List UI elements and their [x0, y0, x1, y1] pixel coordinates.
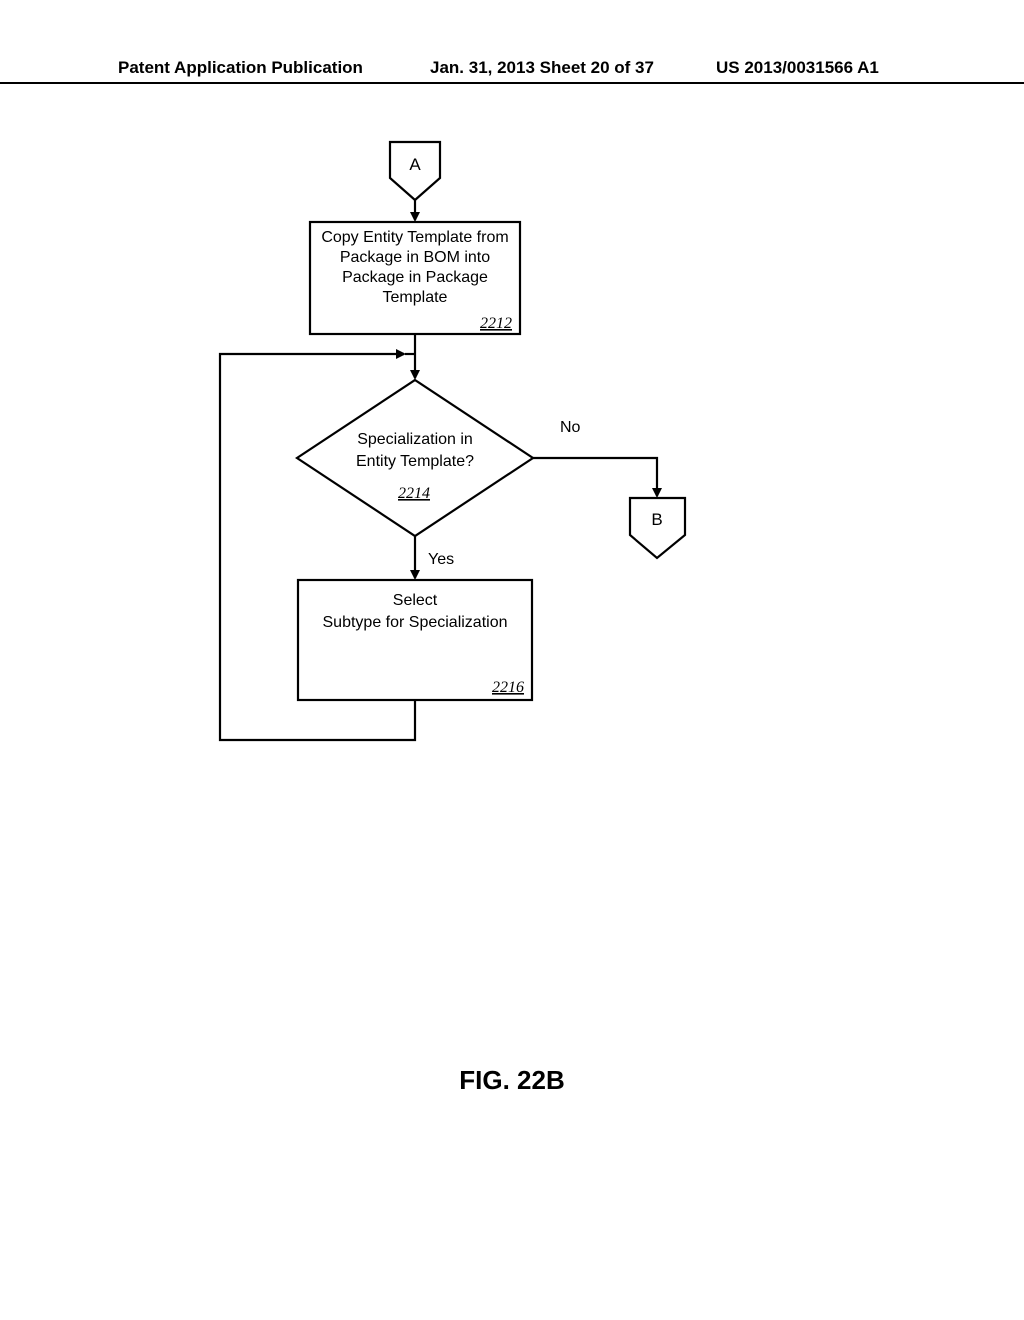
header-rule [0, 82, 1024, 84]
connector-b: B [630, 498, 685, 558]
decision-specialization: Specialization in Entity Template? 2214 [297, 380, 533, 536]
connector-a-label: A [409, 155, 421, 174]
svg-text:Template: Template [383, 289, 448, 306]
edge-decision-no: No [533, 419, 657, 496]
svg-text:Package in Package: Package in Package [342, 269, 488, 286]
process-select-subtype: Select Subtype for Specialization 2216 [298, 580, 532, 700]
ref-2212: 2212 [480, 315, 512, 332]
flowchart: A Copy Entity Template from Package in B… [0, 120, 1024, 920]
header-pubnum: US 2013/0031566 A1 [716, 58, 879, 78]
svg-text:Entity Template?: Entity Template? [356, 453, 474, 470]
svg-text:Copy Entity Template from: Copy Entity Template from [321, 229, 508, 246]
figure-label: FIG. 22B [0, 1065, 1024, 1096]
connector-b-label: B [651, 510, 662, 529]
connector-a: A [390, 142, 440, 200]
process-copy-entity-template: Copy Entity Template from Package in BOM… [310, 222, 520, 334]
label-no: No [560, 419, 581, 436]
svg-text:Select: Select [393, 592, 438, 609]
ref-2214: 2214 [398, 485, 430, 502]
header-publication: Patent Application Publication [118, 58, 363, 78]
edge-decision-yes: Yes [415, 536, 454, 578]
header-date-sheet: Jan. 31, 2013 Sheet 20 of 37 [430, 58, 654, 78]
svg-text:Package in BOM into: Package in BOM into [340, 249, 490, 266]
svg-text:Specialization in: Specialization in [357, 431, 473, 448]
ref-2216: 2216 [492, 679, 524, 696]
edge-select-loopback [220, 354, 415, 740]
svg-text:Subtype for Specialization: Subtype for Specialization [323, 614, 508, 631]
label-yes: Yes [428, 551, 454, 568]
